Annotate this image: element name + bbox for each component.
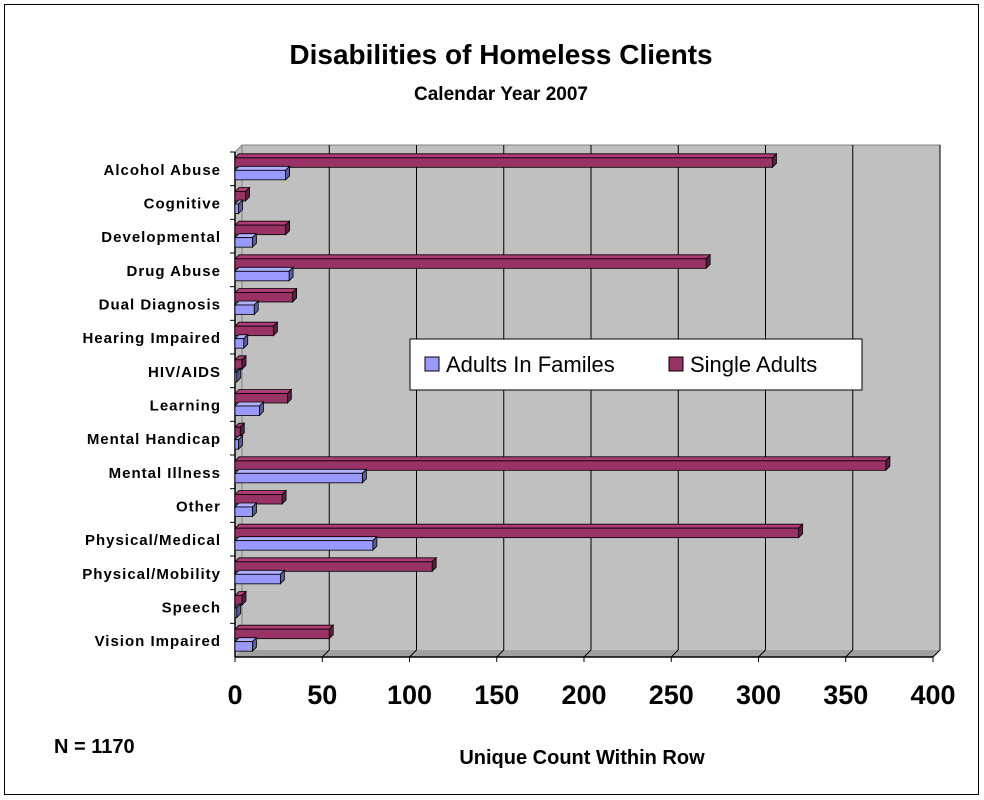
bar-single-adults-mental-illness (234, 455, 891, 472)
bar-adults-in-familes-hearing-impaired (234, 333, 249, 350)
category-label-physical-mobility: Physical/Mobility (82, 566, 221, 583)
bar-adults-in-familes-speech (234, 603, 242, 619)
bar-adults-in-familes-physical-mobility (234, 569, 286, 585)
bar-adults-in-familes-dual-diagnosis (234, 300, 260, 316)
bar-single-adults-dual-diagnosis (234, 287, 298, 303)
chart-subtitle: Calendar Year 2007 (414, 84, 588, 105)
grid-floor-line (583, 649, 592, 658)
bar-adults-in-familes-drug-abuse (234, 266, 295, 282)
category-label-hearing-impaired: Hearing Impaired (82, 330, 221, 347)
x-tick-label-250: 250 (649, 680, 694, 710)
legend-box (409, 338, 863, 391)
grid-floor-line (932, 649, 941, 658)
legend-label-single-adults: Single Adults (690, 352, 817, 377)
x-tick-label-50: 50 (307, 680, 337, 710)
x-tick-labels: 0 50 100 150 200 250 300 350 400 (227, 657, 956, 710)
grid-floor-line (758, 649, 766, 658)
bar-adults-in-familes-hiv-aids (234, 367, 242, 383)
bar-adults-in-familes-mental-handicap (234, 434, 244, 451)
bar-adults-in-familes-alcohol-abuse (234, 165, 291, 181)
category-label-mental-illness: Mental Illness (109, 465, 221, 482)
bar-adults-in-familes-other (234, 502, 258, 518)
category-label-cognitive: Cognitive (144, 196, 221, 213)
x-tick-label-300: 300 (736, 680, 781, 710)
bars-layer (234, 152, 891, 653)
legend-swatch-single-adults (668, 356, 684, 372)
category-label-learning: Learning (150, 398, 221, 415)
category-label-dual-diagnosis: Dual Diagnosis (99, 297, 221, 314)
category-label-mental-handicap: Mental Handicap (87, 431, 221, 448)
sample-size-note: N = 1170 (54, 736, 135, 758)
x-tick-label-150: 150 (474, 680, 519, 710)
bar-adults-in-familes-cognitive (234, 199, 244, 215)
bar-single-adults-physical-mobility (234, 556, 438, 573)
bar-single-adults-physical-medical (234, 523, 804, 539)
category-label-physical-medical: Physical/Medical (85, 532, 221, 549)
x-tick-label-350: 350 (823, 680, 868, 710)
category-label-other: Other (176, 499, 221, 516)
bar-single-adults-learning (234, 388, 293, 404)
bar-adults-in-familes-developmental (234, 232, 258, 249)
legend: Adults In Familes Single Adults (409, 338, 863, 391)
bar-single-adults-developmental (234, 220, 291, 236)
bar-adults-in-familes-learning (234, 401, 265, 417)
category-label-speech: Speech (162, 600, 221, 617)
grid-floor-line (321, 649, 330, 658)
plot-area (234, 144, 941, 658)
bar-adults-in-familes-mental-illness (234, 468, 368, 484)
plot-background (234, 144, 941, 658)
grid-floor-line (409, 649, 417, 658)
legend-swatch-adults-in-families (424, 356, 440, 372)
category-labels: Alcohol Abuse Cognitive Developmental Drug … (82, 151, 235, 650)
x-tick-label-200: 200 (561, 680, 606, 710)
category-label-drug-abuse: Drug Abuse (127, 263, 221, 280)
category-label-vision-impaired: Vision Impaired (95, 633, 221, 650)
chart-title: Disabilities of Homeless Clients (289, 39, 712, 70)
grid-floor-line (496, 649, 505, 658)
bar-single-adults-hiv-aids (234, 354, 247, 371)
category-label-alcohol-abuse: Alcohol Abuse (104, 162, 221, 179)
grid-floor-line (670, 649, 679, 658)
bar-adults-in-familes-physical-medical (234, 535, 378, 552)
x-tick-label-400: 400 (910, 680, 955, 710)
bar-single-adults-cognitive (234, 186, 251, 202)
bar-single-adults-alcohol-abuse (234, 152, 778, 169)
x-tick-label-100: 100 (387, 680, 432, 710)
bar-single-adults-speech (234, 590, 247, 606)
bar-single-adults-vision-impaired (234, 624, 335, 640)
legend-label-adults-in-families: Adults In Familes (446, 352, 615, 377)
x-tick-label-0: 0 (227, 680, 242, 710)
grid-floor-line (845, 649, 854, 658)
bar-single-adults-drug-abuse (234, 253, 712, 270)
category-label-hiv-aids: HIV/AIDS (148, 364, 221, 381)
bar-single-adults-hearing-impaired (234, 321, 279, 337)
bar-adults-in-familes-vision-impaired (234, 636, 258, 653)
x-axis-label: Unique Count Within Row (459, 747, 705, 769)
category-label-developmental: Developmental (101, 229, 221, 246)
bar-single-adults-other (234, 489, 288, 505)
